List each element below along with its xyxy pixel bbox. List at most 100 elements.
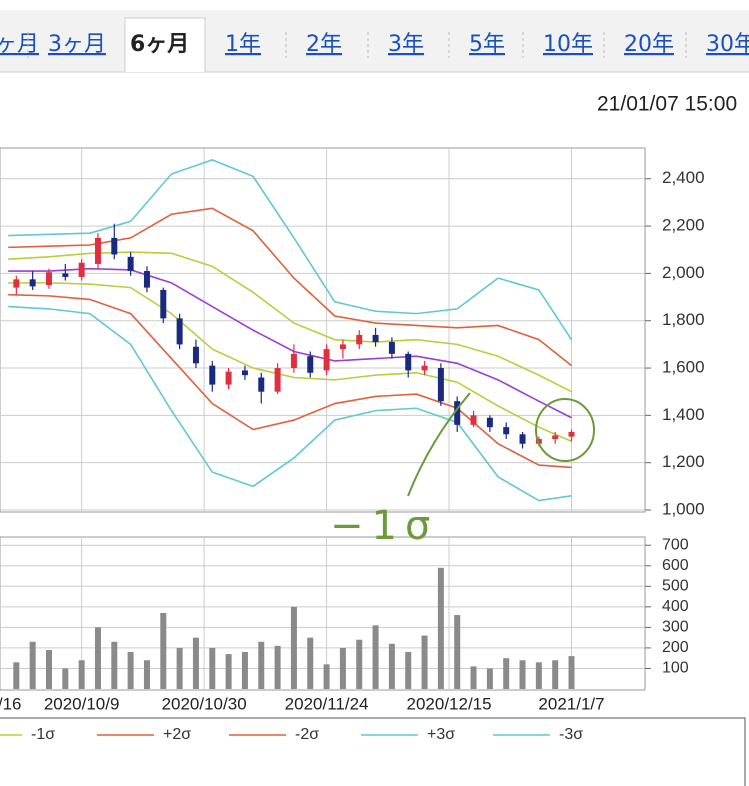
y-tick-label: 1,800: [662, 310, 705, 329]
legend-box: [0, 717, 746, 786]
volume-bar: [13, 662, 20, 689]
volume-tick-label: 500: [662, 578, 689, 595]
candle-body: [372, 334, 379, 343]
candle-body: [62, 273, 69, 277]
tab[interactable]: 3年: [388, 32, 424, 57]
legend-label: +2σ: [163, 726, 191, 743]
tab[interactable]: 20年: [624, 32, 674, 57]
tab[interactable]: 3ヶ月: [48, 32, 106, 57]
volume-bar: [486, 668, 493, 689]
volume-bar: [372, 625, 379, 689]
band-line: [8, 305, 572, 502]
candle-body: [160, 289, 167, 319]
volume-bar: [94, 627, 101, 689]
tab[interactable]: 2年: [306, 32, 342, 57]
price-frame: [0, 147, 646, 513]
volume-bar: [290, 606, 297, 689]
volume-bar: [274, 645, 281, 689]
candle-body: [323, 349, 330, 371]
volume-bar: [405, 652, 412, 689]
timestamp: 21/01/07 15:00: [597, 93, 737, 116]
volume-bar: [503, 658, 510, 689]
candle-body: [437, 368, 444, 402]
volume-bar: [307, 637, 314, 689]
legend-label: -2σ: [295, 726, 319, 743]
volume-bar: [470, 666, 477, 689]
legend-label: -1σ: [31, 726, 55, 743]
tab[interactable]: 1ヶ月: [0, 32, 39, 57]
band-line: [8, 293, 572, 469]
volume-bar: [209, 647, 216, 689]
band-line: [8, 207, 573, 367]
volume-bar: [437, 567, 444, 689]
candle-body: [421, 365, 428, 371]
candle-body: [388, 342, 395, 354]
annotation: −1σ: [330, 503, 438, 549]
x-tick-label: 2020/12/15: [407, 694, 492, 713]
candle-body: [111, 237, 118, 255]
candle-body: [274, 368, 281, 392]
candle-body: [127, 256, 134, 272]
volume-bar: [241, 652, 248, 689]
volume-bar: [519, 660, 526, 689]
tab[interactable]: 5年: [469, 32, 505, 57]
candle-body: [78, 262, 85, 277]
x-tick-label: 2021/1/7: [538, 694, 604, 713]
candle-body: [176, 318, 183, 345]
volume-bar: [323, 664, 330, 689]
volume-bar: [192, 637, 199, 689]
volume-tick-label: 100: [662, 660, 689, 677]
volume-tick-label: 600: [662, 557, 689, 574]
volume-bar: [388, 643, 395, 689]
volume-bar: [45, 649, 52, 689]
volume-tick-label: 700: [662, 536, 689, 553]
candle-body: [192, 346, 199, 364]
volume-bar: [339, 647, 346, 689]
y-tick-label: 1,400: [662, 405, 705, 424]
volume-tick-label: 300: [662, 619, 689, 636]
volume-bar: [160, 613, 167, 689]
y-tick-label: 1,600: [662, 358, 705, 377]
y-tick-label: 2,200: [662, 216, 705, 235]
volume-bar: [535, 662, 542, 689]
candle-body: [225, 371, 232, 385]
tab[interactable]: 30年: [706, 32, 749, 57]
volume-bar: [62, 668, 69, 689]
volume-bar: [356, 639, 363, 689]
candle-body: [94, 237, 101, 264]
candle-body: [454, 401, 461, 425]
x-tick-label: 2020/10/30: [162, 694, 247, 713]
annotation-arrow: [407, 392, 471, 497]
candle-body: [45, 272, 52, 286]
candle-body: [290, 353, 297, 369]
tab[interactable]: 6ヶ月: [130, 32, 189, 57]
volume-tick-label: 400: [662, 598, 689, 615]
candle-body: [356, 334, 363, 345]
volume-bar: [258, 641, 265, 689]
y-tick-label: 2,000: [662, 263, 705, 282]
candle-body: [552, 435, 559, 440]
band-line: [8, 251, 572, 393]
candle-body: [339, 344, 346, 350]
volume-bar: [552, 660, 559, 689]
y-tick-label: 1,000: [662, 499, 705, 518]
candle-body: [307, 356, 314, 373]
candle-body: [486, 417, 493, 428]
tab[interactable]: 1年: [225, 32, 261, 57]
volume-bar: [78, 660, 85, 689]
band-line: [8, 158, 573, 341]
candle-body: [519, 434, 526, 444]
y-tick-label: 2,400: [662, 168, 705, 187]
x-tick-label: 2020/10/9: [44, 694, 120, 713]
band-line: [8, 267, 572, 419]
active-tab-box: [124, 17, 206, 72]
candle-body: [405, 353, 412, 371]
tab[interactable]: 10年: [543, 32, 593, 57]
legend-label: -3σ: [559, 726, 583, 743]
candle-body: [258, 377, 265, 392]
candle-body: [13, 279, 20, 288]
candle-body: [568, 431, 575, 437]
volume-tick-label: 200: [662, 639, 689, 656]
volume-bar: [143, 660, 150, 689]
